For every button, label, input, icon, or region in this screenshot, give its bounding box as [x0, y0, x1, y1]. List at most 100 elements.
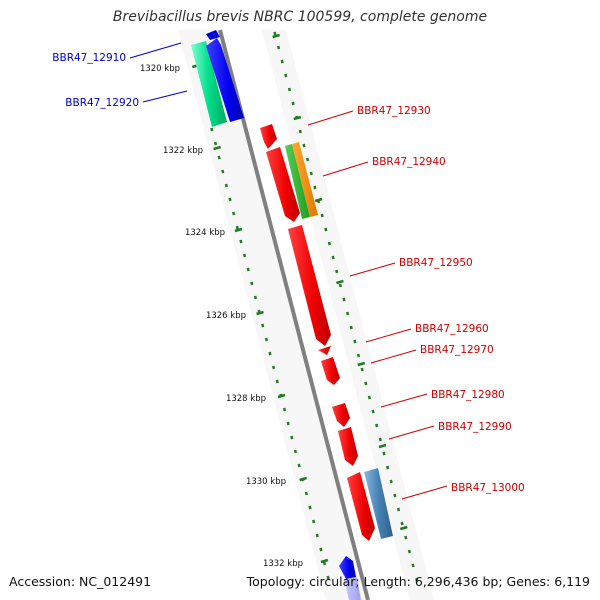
gene-label-BBR47_12990[interactable]: BBR47_12990 [438, 421, 512, 433]
track-dash [280, 59, 284, 64]
track-dash [261, 323, 265, 328]
gene-feature-blue-stub[interactable] [206, 30, 220, 40]
leader-BBR47_12980 [380, 393, 428, 408]
gene-label-BBR47_12910[interactable]: BBR47_12910 [52, 52, 126, 64]
gene-label-BBR47_12940[interactable]: BBR47_12940 [372, 156, 446, 168]
track-dash [271, 365, 276, 370]
track-dash [411, 563, 415, 568]
gene-feature-BBR47_12940-red[interactable] [266, 147, 300, 222]
gene-feature-BBR47_12940[interactable] [292, 142, 318, 217]
leader-BBR47_12910 [129, 42, 182, 59]
leader-BBR47_12950 [349, 262, 396, 277]
track-dash [327, 241, 332, 246]
track-dash [364, 381, 368, 386]
track-dash [338, 283, 342, 288]
track-dash [309, 171, 313, 176]
gene-feature-BBR47_12940-green[interactable] [285, 144, 310, 219]
leader-BBR47_12930 [307, 110, 354, 126]
callout-leaders [129, 42, 448, 500]
track-dash [308, 505, 312, 510]
genome-backbone [218, 29, 370, 600]
outer-track-mark [272, 33, 280, 39]
track-dash [331, 255, 335, 260]
track-dash [250, 281, 254, 286]
outer-track-mark [293, 115, 302, 121]
track-dash [228, 197, 232, 202]
gene-label-BBR47_13000[interactable]: BBR47_13000 [451, 482, 525, 494]
track-dash [302, 143, 306, 148]
leader-BBR47_13000 [401, 485, 448, 500]
tick-label-1320: 1320 kbp [140, 64, 180, 74]
gene-feature-BBR47_12980[interactable] [332, 403, 350, 427]
track-dash [396, 507, 401, 512]
tick-label-1332: 1332 kbp [263, 559, 303, 569]
tick-marks [191, 33, 408, 564]
leader-BBR47_12970 [370, 349, 417, 364]
gene-feature-blue-bottom[interactable] [339, 556, 356, 579]
gene-feature-BBR47_13000-red[interactable] [347, 472, 375, 541]
track-dash [239, 239, 243, 244]
accession-text: Accession: NC_012491 [9, 574, 152, 589]
gene-feature-BBR47_12910[interactable] [191, 41, 227, 127]
track-dash [356, 353, 361, 358]
gene-feature-BBR47_13000[interactable] [364, 468, 393, 539]
tick-label-1324: 1324 kbp [185, 228, 225, 238]
track-dash [276, 45, 281, 50]
track-dash [221, 169, 225, 174]
kbp-tick-mark [277, 393, 286, 399]
gene-label-BBR47_12970[interactable]: BBR47_12970 [420, 344, 494, 356]
track-dash [264, 337, 269, 342]
tick-labels: 1320 kbp 1322 kbp 1324 kbp 1326 kbp 1328… [140, 64, 303, 569]
gene-label-BBR47_12920[interactable]: BBR47_12920 [65, 97, 139, 109]
gene-label-BBR47_12960[interactable]: BBR47_12960 [415, 323, 489, 335]
track-dash [353, 339, 357, 344]
track-dash [235, 225, 239, 230]
leader-BBR47_12990 [388, 425, 435, 440]
tick-label-1330: 1330 kbp [246, 477, 286, 487]
track-dash [305, 157, 310, 162]
gene-label-BBR47_12950[interactable]: BBR47_12950 [399, 257, 473, 269]
kbp-tick-mark [299, 476, 307, 482]
gene-feature-BBR47_12920[interactable] [206, 38, 244, 122]
gene-feature-BBR47_12990[interactable] [338, 427, 358, 466]
track-dash [378, 437, 382, 442]
gene-label-BBR47_12980[interactable]: BBR47_12980 [431, 389, 505, 401]
gene-feature-lavender-bottom[interactable] [344, 577, 361, 600]
track-dash [224, 183, 229, 188]
outer-track-mark [378, 443, 387, 449]
kbp-tick-mark [256, 310, 264, 316]
gene-feature-BBR47_12930[interactable] [260, 124, 277, 149]
track-dash [326, 575, 330, 580]
track-dash [415, 577, 419, 582]
track-dash [407, 549, 412, 554]
track-dash [246, 267, 250, 272]
track-dash [286, 421, 290, 426]
track-dash [297, 463, 301, 468]
tick-label-1328: 1328 kbp [226, 394, 266, 404]
track-dash [375, 423, 379, 428]
track-dash [290, 435, 294, 440]
leader-BBR47_12940 [322, 161, 369, 177]
track-dash [253, 295, 258, 300]
track-dash [293, 449, 298, 454]
track-dash [320, 213, 324, 218]
track-dash [273, 31, 277, 36]
tick-label-1322: 1322 kbp [163, 146, 203, 156]
kbp-tick-mark [213, 145, 221, 151]
track-dash [298, 129, 302, 134]
gene-feature-BBR47_12960[interactable] [318, 346, 331, 355]
track-dash [342, 297, 346, 302]
track-dash [291, 101, 295, 106]
track-guides [210, 31, 419, 582]
tick-label-1326: 1326 kbp [206, 311, 246, 321]
track-dash [284, 73, 288, 78]
gene-feature-BBR47_12970[interactable] [321, 357, 340, 385]
gene-feature-BBR47_12950[interactable] [288, 225, 331, 346]
track-dash [311, 519, 316, 524]
gene-label-BBR47_12930[interactable]: BBR47_12930 [357, 105, 431, 117]
track-band-1 [178, 30, 366, 600]
track-dash [287, 87, 292, 92]
track-dash [382, 451, 386, 456]
